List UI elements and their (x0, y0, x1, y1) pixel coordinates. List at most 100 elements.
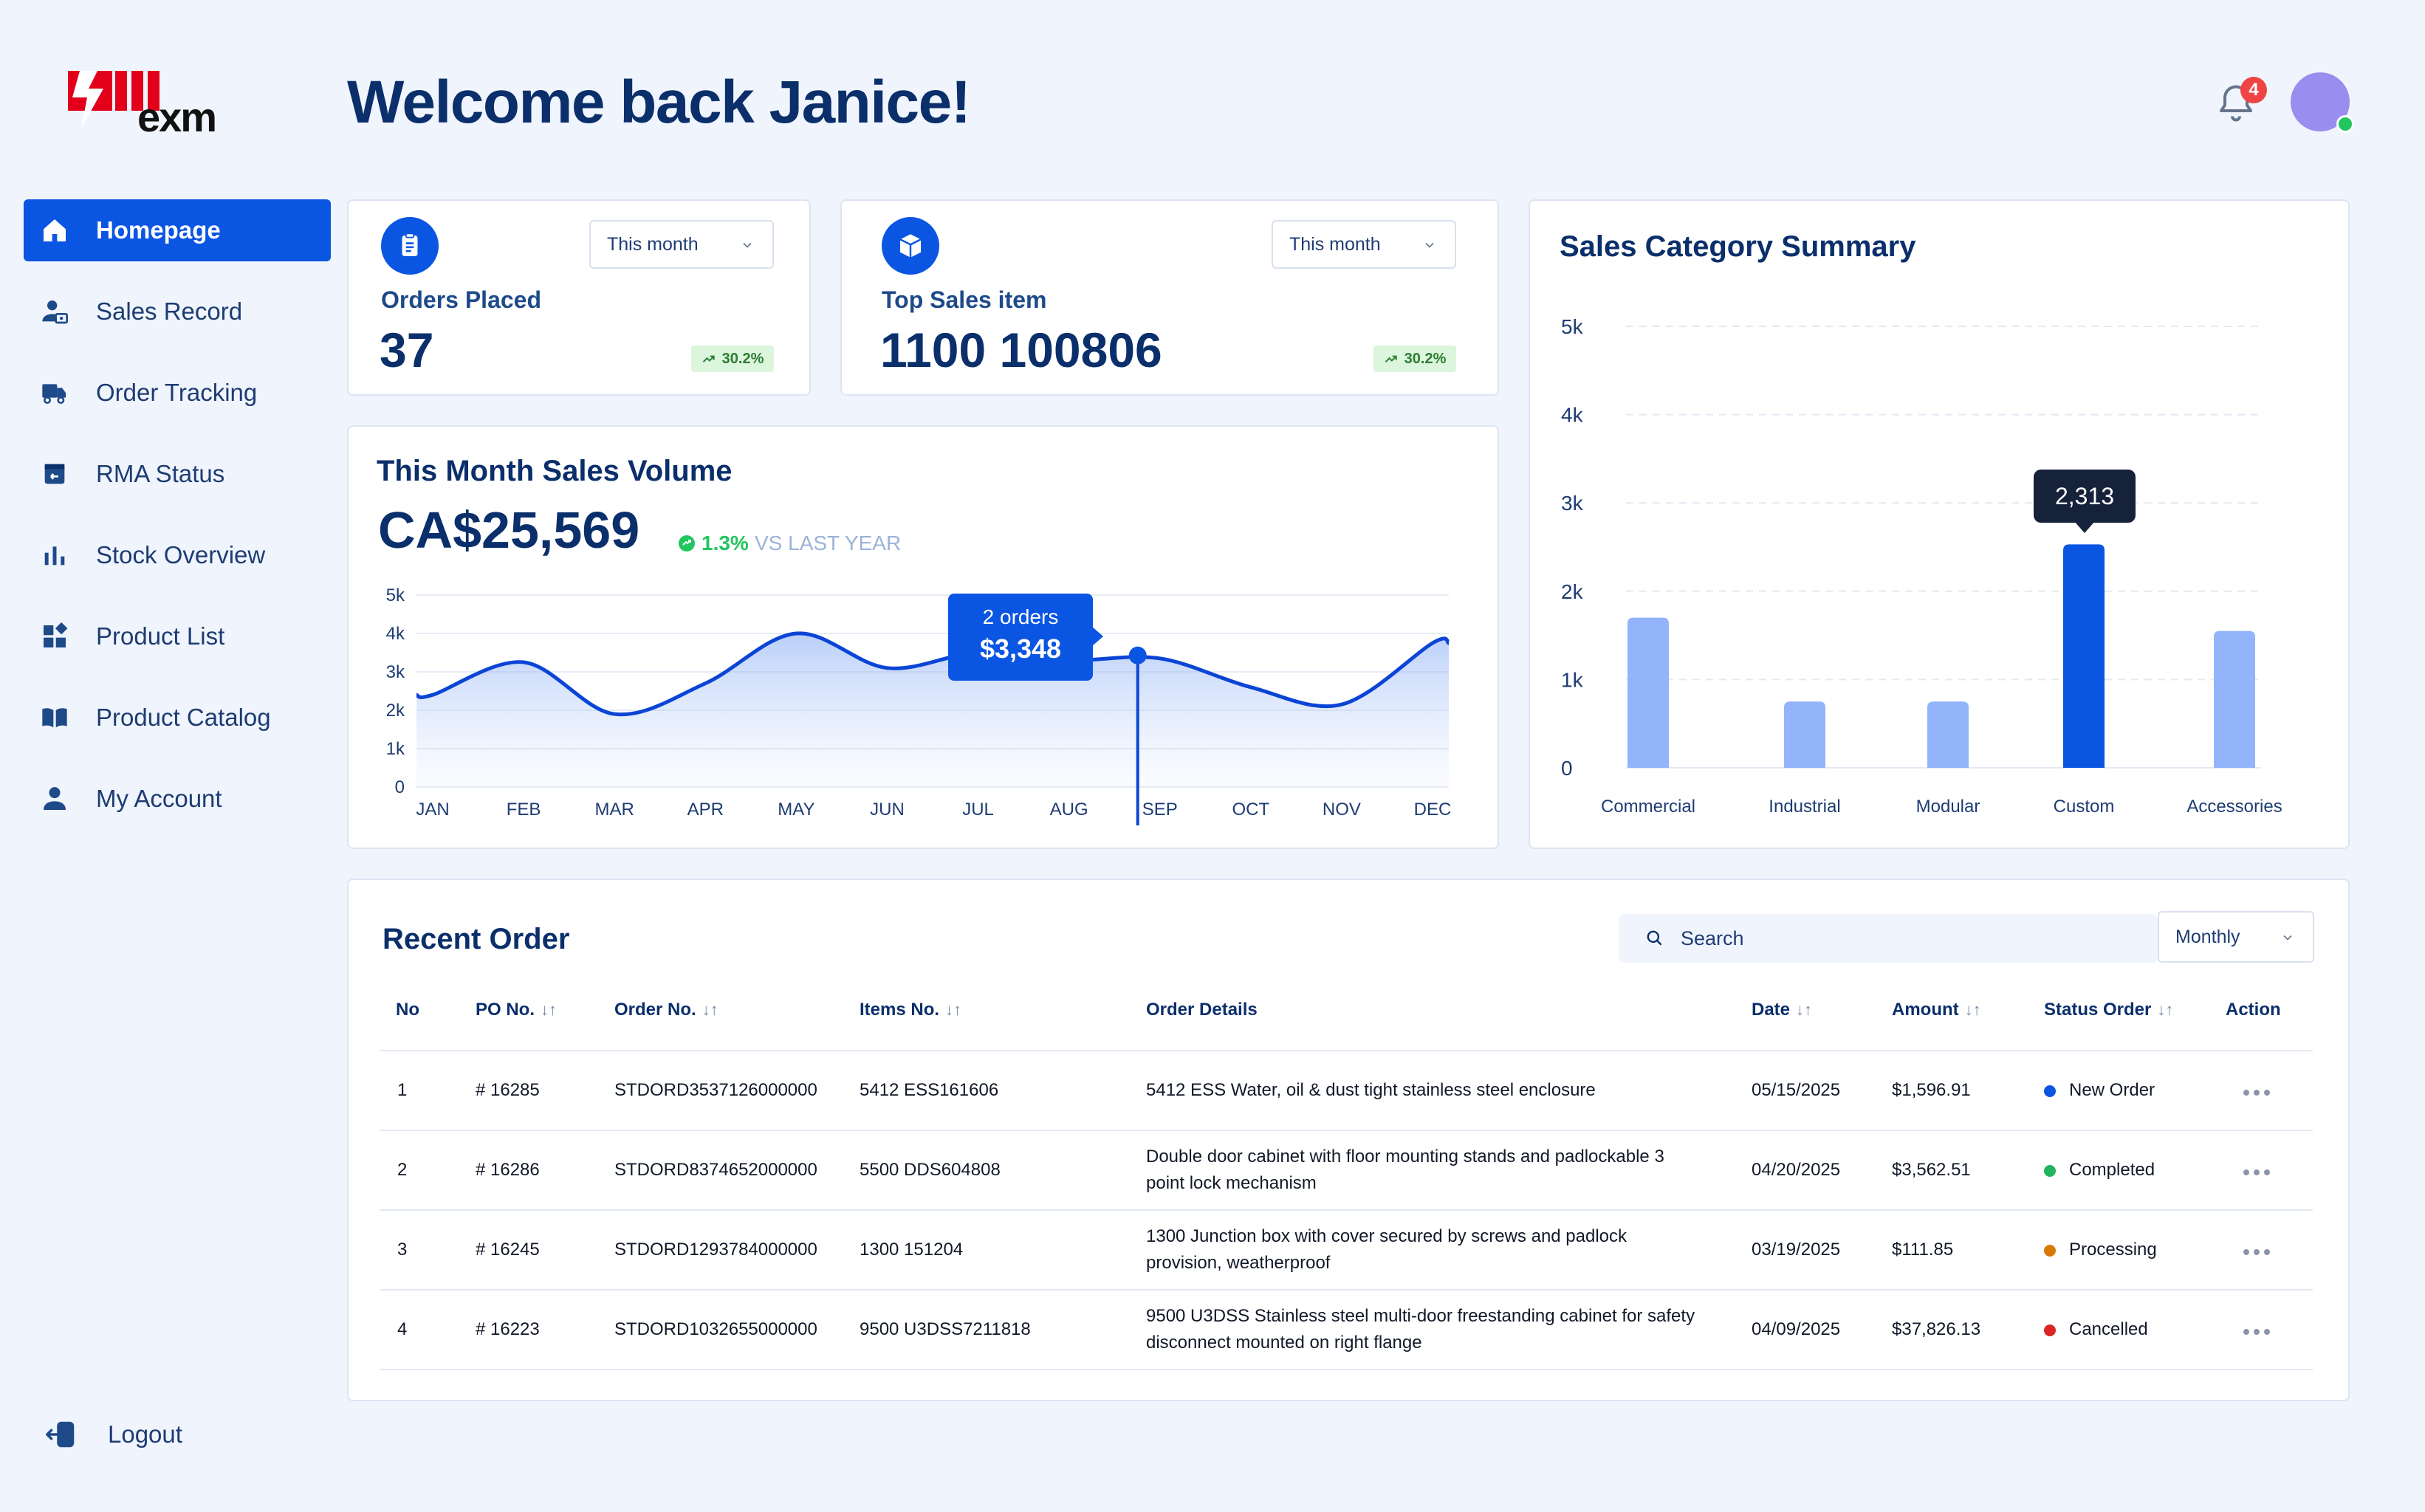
cell-amount: $3,562.51 (1892, 1130, 2044, 1211)
sidebar-item-label: My Account (96, 785, 222, 812)
column-header-sortable[interactable]: Order No. ↓↑ (614, 970, 860, 1051)
search-field[interactable] (1619, 914, 2158, 963)
sort-icon[interactable]: ↓↑ (945, 1000, 962, 1019)
more-actions-icon[interactable] (2243, 1329, 2270, 1335)
widgets-icon (40, 622, 69, 651)
cell-item-no: 5500 DDS604808 (860, 1130, 1146, 1211)
tooltip-amount: $3,348 (979, 633, 1062, 664)
sidebar-item-label: Sales Record (96, 298, 243, 325)
kpi-value: 37 (380, 323, 434, 377)
sales-volume-card: This Month Sales Volume CA$25,569 1.3% V… (347, 425, 1499, 849)
cell-action (2226, 1210, 2313, 1291)
y-tick-label: 4k (386, 624, 405, 644)
column-header-sortable[interactable]: Date ↓↑ (1752, 970, 1892, 1051)
search-input[interactable] (1679, 926, 2125, 951)
cell-date: 05/15/2025 (1752, 1051, 1892, 1131)
cell-no: 3 (380, 1210, 476, 1291)
bar (1784, 701, 1825, 768)
orders-placed-card: This month Orders Placed 37 30.2% (347, 199, 811, 396)
table-row[interactable]: 4 # 16223 STDORD1032655000000 9500 U3DSS… (380, 1290, 2313, 1370)
cell-details: 1300 Junction box with cover secured by … (1146, 1210, 1752, 1291)
recent-order-card: Recent Order Monthly No PO No.↓↑ Order N… (347, 879, 2350, 1401)
sales-category-bar-chart: 0 1k 2k 3k 4k 5k Commercial Industrial Modular Cu… (1561, 315, 2282, 817)
sort-icon[interactable]: ↓↑ (2157, 1000, 2174, 1019)
sidebar-item-homepage[interactable]: Homepage (24, 199, 331, 261)
orders-table: No PO No. ↓↑ Order No. ↓↑ Items No. ↓↑ Orde… (380, 970, 2313, 1370)
cell-po: # 16245 (476, 1210, 614, 1291)
truck-icon (40, 378, 69, 408)
x-tick-label: Accessories (2186, 797, 2282, 817)
highlight-point (1128, 646, 1147, 664)
cell-no: 2 (380, 1130, 476, 1211)
bar (1927, 701, 1969, 768)
cell-no: 1 (380, 1051, 476, 1131)
kpi-label: Top Sales item (882, 286, 1047, 313)
column-header-sortable[interactable]: Amount ↓↑ (1892, 970, 2044, 1051)
logout-icon (46, 1421, 75, 1448)
period-select[interactable]: Monthly (2158, 911, 2314, 963)
cell-amount: $111.85 (1892, 1210, 2044, 1291)
more-actions-icon[interactable] (2243, 1169, 2270, 1175)
x-tick-label: MAR (595, 800, 634, 819)
sidebar-item-label: RMA Status (96, 460, 225, 487)
table-row[interactable]: 3 # 16245 STDORD1293784000000 1300 15120… (380, 1210, 2313, 1291)
sidebar-item-stock-overview[interactable]: Stock Overview (24, 524, 331, 586)
orders-period-select[interactable]: This month (589, 220, 774, 269)
top-item-period-select[interactable]: This month (1272, 220, 1456, 269)
y-tick-label: 1k (386, 739, 405, 759)
notification-badge: 4 (2240, 77, 2267, 103)
y-tick-label: 1k (1561, 668, 1584, 691)
y-tick-label: 3k (386, 662, 405, 682)
sidebar-item-my-account[interactable]: My Account (24, 768, 331, 830)
cell-status: Completed (2044, 1130, 2226, 1211)
sidebar-item-label: Homepage (96, 216, 221, 244)
sidebar-item-label: Order Tracking (96, 379, 258, 406)
sidebar-item-product-list[interactable]: Product List (24, 605, 331, 667)
more-actions-icon[interactable] (2243, 1249, 2270, 1255)
sort-icon[interactable]: ↓↑ (541, 1000, 558, 1019)
x-tick-label: AUG (1050, 800, 1088, 819)
sidebar-item-order-tracking[interactable]: Order Tracking (24, 362, 331, 424)
card-title: This Month Sales Volume (377, 455, 733, 487)
more-actions-icon[interactable] (2243, 1090, 2270, 1096)
x-tick-label: FEB (507, 800, 541, 819)
cell-item-no: 9500 U3DSS7211818 (860, 1290, 1146, 1370)
table-row[interactable]: 1 # 16285 STDORD3537126000000 5412 ESS16… (380, 1051, 2313, 1131)
sort-icon[interactable]: ↓↑ (1964, 1000, 1981, 1019)
column-header-sortable[interactable]: Items No. ↓↑ (860, 970, 1146, 1051)
change-value: 30.2% (721, 350, 764, 367)
x-tick-label: MAY (778, 800, 814, 819)
page-title: Welcome back Janice! (347, 69, 971, 136)
x-tick-label: Industrial (1769, 797, 1840, 817)
logout-button[interactable]: Logout (44, 1418, 182, 1451)
sidebar-item-sales-record[interactable]: Sales Record (24, 281, 331, 343)
trend-up-icon (1385, 355, 1397, 362)
bar (1627, 617, 1669, 768)
cell-item-no: 1300 151204 (860, 1210, 1146, 1291)
person-icon (40, 784, 69, 814)
column-header: No (380, 970, 476, 1051)
column-header-sortable[interactable]: PO No. ↓↑ (476, 970, 614, 1051)
sidebar-item-label: Product Catalog (96, 704, 271, 731)
search-icon (1647, 930, 1662, 946)
book-icon (40, 703, 69, 732)
comparison-label: VS LAST YEAR (755, 532, 902, 554)
change-value: 30.2% (1404, 350, 1447, 367)
sort-icon[interactable]: ↓↑ (1796, 1000, 1813, 1019)
clipboard-icon (381, 217, 439, 275)
table-row[interactable]: 2 # 16286 STDORD8374652000000 5500 DDS60… (380, 1130, 2313, 1211)
sort-icon[interactable]: ↓↑ (702, 1000, 718, 1019)
change-value: 1.3% (702, 532, 749, 554)
top-sales-item-card: This month Top Sales item 1100 100806 30… (840, 199, 1499, 396)
sidebar-item-product-catalog[interactable]: Product Catalog (24, 687, 331, 749)
user-money-icon (40, 297, 69, 326)
status-label: New Order (2069, 1080, 2155, 1100)
online-status-dot (2336, 115, 2354, 133)
cell-action (2226, 1130, 2313, 1211)
sales-volume-change: 1.3% (678, 532, 749, 555)
sidebar-item-rma-status[interactable]: RMA Status (24, 443, 331, 505)
column-header-sortable[interactable]: Status Order ↓↑ (2044, 970, 2226, 1051)
sales-category-card: Sales Category Summary 0 1k 2k 3k 4k 5k Commer… (1529, 199, 2350, 849)
cell-po: # 16285 (476, 1051, 614, 1131)
kpi-label: Orders Placed (381, 286, 541, 313)
